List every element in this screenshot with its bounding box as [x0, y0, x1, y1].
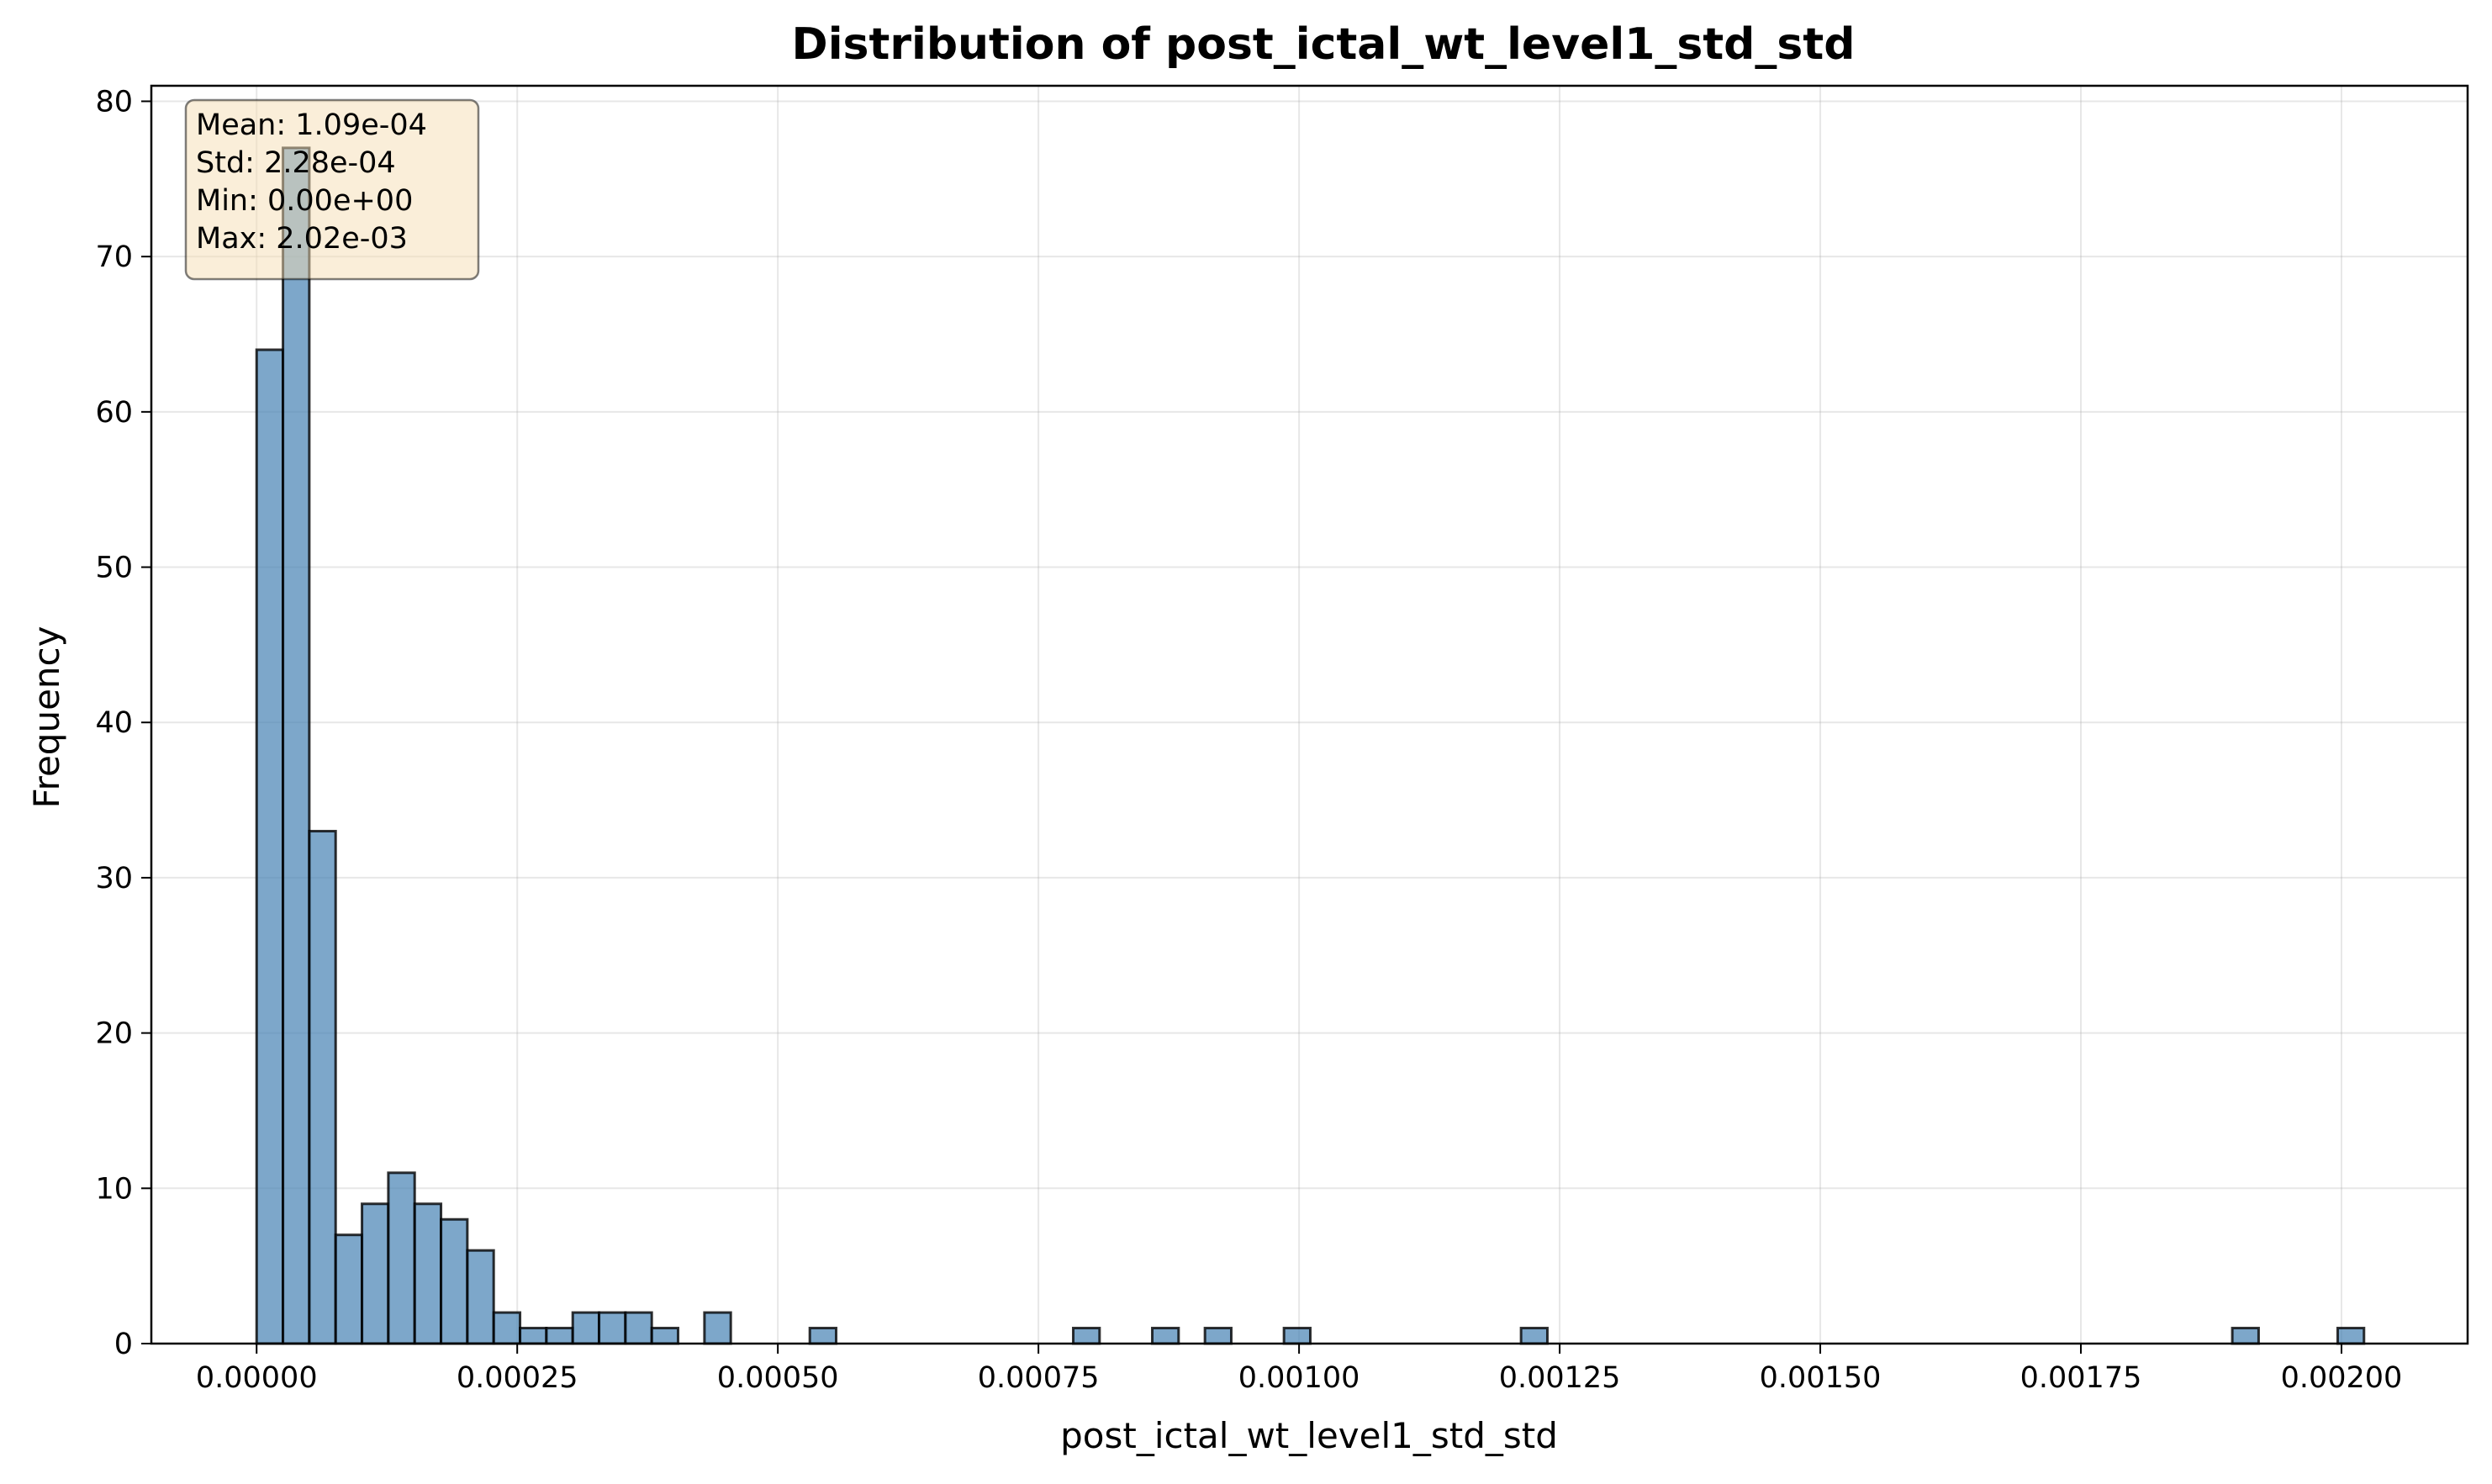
x-tick-label-2: 0.00050: [717, 1361, 839, 1395]
x-tick-label-4: 0.00100: [1238, 1361, 1360, 1395]
stats-std: Std: 2.28e-04: [196, 146, 396, 180]
stats-min: Min: 0.00e+00: [196, 184, 413, 218]
histogram-bar-6: [413, 1202, 443, 1345]
y-tick-label-5: 50: [95, 552, 133, 585]
histogram-bar-36: [1203, 1327, 1233, 1345]
histogram-bar-11: [545, 1327, 574, 1345]
x-tick-label-0: 0.00000: [196, 1361, 318, 1395]
histogram-bar-31: [1072, 1327, 1101, 1345]
y-axis-label: Frequency: [26, 626, 67, 809]
histogram-bar-79: [2336, 1327, 2366, 1345]
x-tick-label-3: 0.00075: [978, 1361, 1100, 1395]
stats-box-background: [184, 98, 480, 281]
grid-lines: [151, 86, 2468, 1344]
y-tick-label-2: 20: [95, 1017, 133, 1051]
y-tick-label-0: 0: [114, 1328, 133, 1361]
y-tick-label-6: 60: [95, 396, 133, 430]
y-tick-label-4: 40: [95, 706, 133, 740]
y-tick-label-7: 70: [95, 240, 133, 274]
histogram-bar-0: [255, 348, 285, 1345]
histogram-bar-2: [308, 830, 337, 1345]
plot-frame: [150, 84, 2469, 1345]
x-tick-label-7: 0.00175: [2020, 1361, 2142, 1395]
histogram-bar-15: [650, 1327, 680, 1345]
chart-title: Distribution of post_ictal_wt_level1_std…: [792, 19, 1856, 70]
histogram-bar-34: [1151, 1327, 1180, 1345]
histogram-bar-75: [2231, 1327, 2260, 1345]
histogram-bars: [255, 146, 2366, 1345]
x-tick-label-6: 0.00150: [1760, 1361, 1882, 1395]
x-tick-label-8: 0.00200: [2281, 1361, 2403, 1395]
histogram-bar-9: [492, 1311, 522, 1345]
histogram-bar-13: [598, 1311, 627, 1345]
histogram-bar-1: [282, 146, 311, 1345]
histogram-bar-10: [519, 1327, 548, 1345]
y-tick-label-1: 10: [95, 1172, 133, 1206]
histogram-bar-17: [703, 1311, 732, 1345]
histogram-bar-21: [808, 1327, 838, 1345]
y-tick-label-3: 30: [95, 862, 133, 895]
x-axis-label: post_ictal_wt_level1_std_std: [1060, 1415, 1558, 1456]
histogram-bar-14: [624, 1311, 653, 1345]
x-axis-ticks: 0.00000 0.00025 0.00050 0.00075 0.00100 0.001…: [196, 1344, 2402, 1395]
histogram-bar-8: [466, 1249, 495, 1345]
histogram-bar-12: [571, 1311, 601, 1345]
y-axis-ticks: 0 10 20 30 40 50 60 70 80: [95, 85, 151, 1361]
stats-max: Max: 2.02e-03: [196, 222, 408, 256]
histogram-bar-39: [1282, 1327, 1312, 1345]
y-tick-label-8: 80: [95, 85, 133, 119]
stats-box: Mean: 1.09e-04 Std: 2.28e-04 Min: 0.00e+…: [184, 98, 480, 281]
x-tick-label-1: 0.00025: [457, 1361, 578, 1395]
histogram-bar-48: [1519, 1327, 1549, 1345]
histogram-bar-4: [361, 1202, 390, 1345]
x-tick-label-5: 0.00125: [1499, 1361, 1621, 1395]
histogram-bar-5: [387, 1171, 416, 1345]
histogram-bar-3: [334, 1233, 364, 1345]
histogram-bar-7: [440, 1217, 469, 1345]
stats-mean: Mean: 1.09e-04: [196, 108, 427, 142]
